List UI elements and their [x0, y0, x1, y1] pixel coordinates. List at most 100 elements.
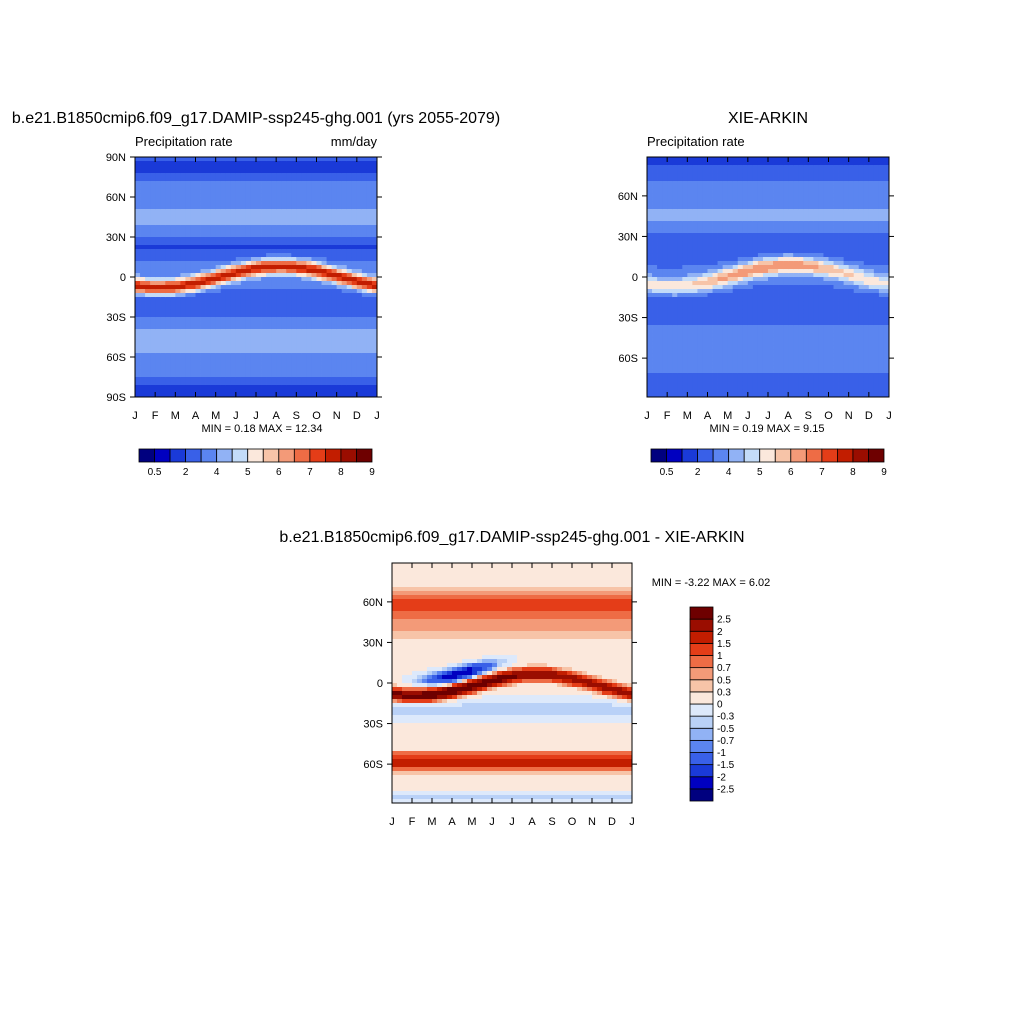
contour-cell [220, 281, 227, 286]
contour-cell [793, 201, 799, 206]
contour-cell [200, 173, 206, 178]
contour-cell [742, 249, 749, 254]
contour-cell [768, 349, 774, 354]
contour-cell [803, 217, 809, 222]
contour-cell [692, 301, 698, 306]
contour-cell [261, 357, 267, 362]
contour-cell [250, 321, 257, 326]
contour-cell [326, 173, 333, 178]
contour-cell [296, 321, 302, 326]
contour-cell [803, 341, 809, 346]
contour-cell [321, 333, 327, 338]
contour-cell [662, 353, 668, 358]
contour-cell [175, 193, 181, 198]
contour-cell [215, 169, 222, 174]
contour-cell [707, 217, 713, 222]
contour-cell [752, 349, 759, 354]
contour-cell [311, 225, 317, 230]
contour-cell [361, 313, 368, 318]
contour-cell [672, 189, 678, 194]
contour-cell [662, 269, 668, 274]
contour-cell [245, 173, 252, 178]
contour-cell [742, 245, 749, 250]
contour-cell [281, 389, 287, 394]
contour-cell [225, 317, 232, 322]
contour-cell [235, 361, 242, 366]
contour-cell [175, 281, 181, 286]
contour-cell [757, 273, 764, 278]
contour-cell [722, 165, 729, 170]
contour-cell [707, 181, 713, 186]
contour-cell [788, 261, 794, 266]
contour-cell [240, 169, 247, 174]
contour-cell [150, 377, 156, 382]
contour-cell [762, 309, 769, 314]
contour-cell [326, 361, 333, 366]
contour-cell [778, 193, 784, 198]
contour-cell [778, 377, 784, 382]
x-tick-label: O [312, 410, 321, 422]
contour-cell [752, 281, 759, 286]
contour-cell [200, 185, 206, 190]
contour-cell [727, 213, 734, 218]
contour-cell [271, 249, 277, 254]
contour-cell [311, 205, 317, 210]
contour-cell [371, 361, 378, 366]
contour-cell [190, 245, 196, 250]
contour-cell [170, 329, 176, 334]
contour-cell [793, 157, 799, 162]
contour-cell [793, 241, 799, 246]
contour-cell [793, 221, 799, 226]
contour-cell [326, 321, 333, 326]
contour-cell [256, 333, 262, 338]
contour-cell [702, 369, 708, 374]
contour-cell [768, 249, 774, 254]
contour-cell [225, 389, 232, 394]
contour-cell [225, 349, 232, 354]
contour-cell [657, 357, 663, 362]
contour-cell [331, 265, 338, 270]
contour-cell [170, 217, 176, 222]
contour-cell [371, 237, 378, 242]
contour-cell [190, 325, 196, 330]
contour-cell [793, 213, 799, 218]
contour-cell [762, 253, 769, 258]
contour-cell [205, 241, 212, 246]
contour-cell [200, 217, 206, 222]
contour-cell [230, 281, 237, 286]
contour-cell [371, 317, 378, 322]
contour-cell [220, 373, 227, 378]
contour-cell [245, 325, 252, 330]
contour-cell [135, 329, 141, 334]
contour-cell [788, 305, 794, 310]
contour-cell [271, 269, 277, 274]
contour-cell [205, 161, 212, 166]
contour-cell [210, 345, 217, 350]
contour-cell [762, 277, 769, 282]
contour-cell [702, 385, 708, 390]
contour-cell [175, 345, 181, 350]
contour-cell [276, 257, 282, 262]
contour-cell [808, 253, 814, 258]
contour-cell [190, 161, 196, 166]
contour-cell [808, 369, 814, 374]
contour-cell [276, 345, 282, 350]
contour-cell [215, 177, 222, 182]
contour-cell [235, 221, 242, 226]
contour-cell [245, 353, 252, 358]
contour-cell [200, 157, 206, 162]
contour-cell [356, 305, 363, 310]
contour-cell [220, 389, 227, 394]
contour-cell [301, 349, 307, 354]
contour-cell [798, 297, 804, 302]
contour-cell [778, 365, 784, 370]
contour-cell [326, 161, 333, 166]
contour-cell [652, 221, 658, 226]
contour-cell [677, 169, 683, 174]
contour-cell [803, 385, 809, 390]
contour-cell [321, 229, 327, 234]
contour-cell [240, 189, 247, 194]
contour-cell [752, 233, 759, 238]
contour-cell [737, 361, 744, 366]
contour-cell [200, 233, 206, 238]
